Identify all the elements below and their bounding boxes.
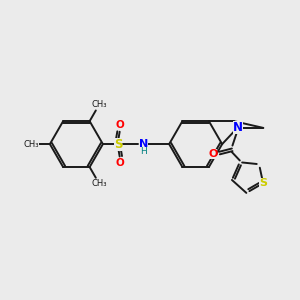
Text: N: N [233,122,243,134]
Text: S: S [259,178,267,188]
Text: O: O [115,158,124,168]
Text: H: H [140,147,147,156]
Text: O: O [115,120,124,130]
Text: S: S [114,138,122,151]
Text: O: O [208,149,218,159]
Text: CH₃: CH₃ [91,100,107,109]
Text: CH₃: CH₃ [91,179,107,188]
Text: N: N [139,139,148,149]
Text: CH₃: CH₃ [23,140,39,148]
